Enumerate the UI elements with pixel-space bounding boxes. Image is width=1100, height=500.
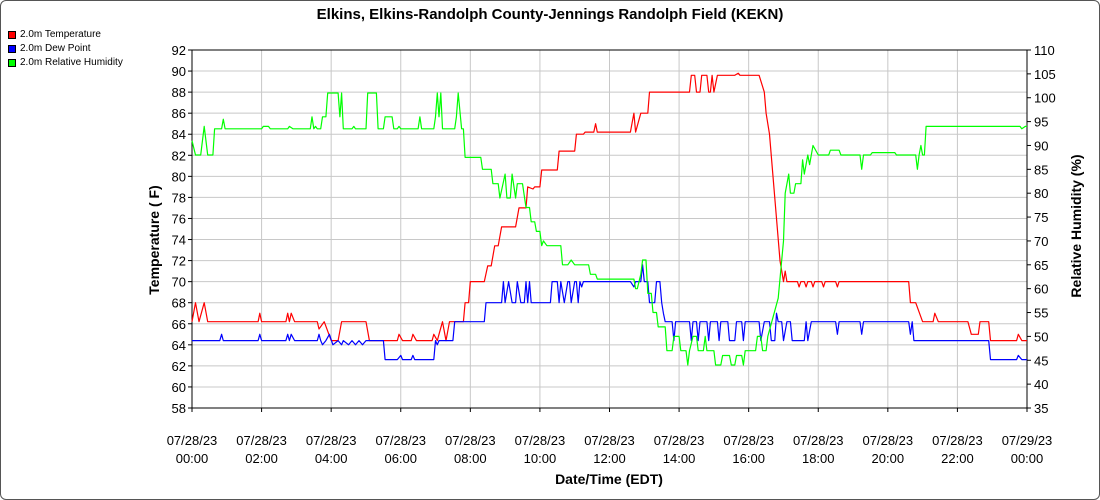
- x-tick-label-date: 07/28/23: [793, 433, 844, 448]
- y-tick-label-left: 76: [172, 211, 186, 226]
- y-tick-label-left: 58: [172, 401, 186, 416]
- x-tick-label-time: 22:00: [941, 451, 974, 466]
- y-tick-label-left: 80: [172, 169, 186, 184]
- x-tick-label-time: 14:00: [663, 451, 696, 466]
- y-axis-label-right: Relative Humidity (%): [1068, 154, 1084, 297]
- series-layer: [191, 72, 1027, 366]
- chart-title: Elkins, Elkins-Randolph County-Jennings …: [317, 6, 784, 23]
- y-tick-label-left: 64: [172, 338, 186, 353]
- y-tick-label-left: 72: [172, 254, 186, 269]
- y-tick-label-left: 92: [172, 43, 186, 58]
- x-tick-label-date: 07/28/23: [236, 433, 287, 448]
- y-tick-label-left: 60: [172, 380, 186, 395]
- x-tick-label-date: 07/28/23: [306, 433, 357, 448]
- right-axis: 35 40 45 50 55 60 65 70 75 80 85 90 95 100 105 110: [1027, 43, 1056, 416]
- legend-label-relative-humidity: 2.0m Relative Humidity: [20, 57, 123, 68]
- legend-swatch-relative-humidity: [8, 59, 16, 67]
- x-tick-label-date: 07/28/23: [654, 433, 705, 448]
- x-tick-label-date: 07/28/23: [863, 433, 914, 448]
- legend-swatch-dew-point: [8, 45, 16, 53]
- y-tick-label-left: 74: [172, 233, 186, 248]
- chart-grid: [191, 49, 1028, 409]
- dew-point-line: [192, 264, 1027, 361]
- y-tick-label-left: 66: [172, 317, 186, 332]
- x-tick-label-time: 10:00: [524, 451, 557, 466]
- legend-label-dew-point: 2.0m Dew Point: [20, 43, 91, 54]
- y-tick-label-right: 100: [1034, 91, 1056, 106]
- x-tick-label-date: 07/28/23: [723, 433, 774, 448]
- legend-label-temperature: 2.0m Temperature: [20, 29, 101, 40]
- x-tick-label-time: 12:00: [593, 451, 626, 466]
- y-tick-label-left: 78: [172, 190, 186, 205]
- y-tick-label-right: 45: [1034, 353, 1048, 368]
- legend: 2.0m Temperature 2.0m Dew Point 2.0m Rel…: [8, 28, 123, 70]
- y-tick-label-left: 86: [172, 106, 186, 121]
- legend-item-relative-humidity: 2.0m Relative Humidity: [8, 56, 123, 70]
- y-tick-label-right: 55: [1034, 306, 1048, 321]
- y-tick-label-right: 65: [1034, 258, 1048, 273]
- x-tick-label-time: 16:00: [732, 451, 765, 466]
- left-axis: 58 60 62 64 66 68 70 72 74 76 78 80 82 84 86 88 90 92: [172, 43, 192, 416]
- y-tick-label-right: 110: [1034, 43, 1055, 58]
- x-tick-label-date: 07/28/23: [167, 433, 218, 448]
- y-tick-label-right: 105: [1034, 67, 1056, 82]
- y-tick-label-right: 70: [1034, 234, 1048, 249]
- y-tick-label-right: 90: [1034, 138, 1048, 153]
- x-tick-label-time: 06:00: [384, 451, 417, 466]
- x-tick-label-time: 04:00: [315, 451, 348, 466]
- y-tick-label-left: 84: [172, 127, 186, 142]
- bottom-axis: 07/28/23 00:00 07/28/23 02:00 07/28/23 04:00 0…: [167, 408, 1053, 466]
- relative-humidity-line: [191, 92, 1027, 366]
- x-tick-label-time: 02:00: [245, 451, 278, 466]
- y-axis-label-left: Temperature ( F): [146, 185, 162, 294]
- y-tick-label-left: 70: [172, 275, 186, 290]
- legend-item-temperature: 2.0m Temperature: [8, 28, 123, 42]
- legend-swatch-temperature: [8, 31, 16, 39]
- x-tick-label-date: 07/29/23: [1002, 433, 1053, 448]
- y-tick-label-left: 68: [172, 296, 186, 311]
- y-tick-label-right: 50: [1034, 329, 1048, 344]
- y-tick-label-right: 35: [1034, 401, 1048, 416]
- x-tick-label-date: 07/28/23: [584, 433, 635, 448]
- x-tick-label-time: 20:00: [872, 451, 905, 466]
- x-tick-label-date: 07/28/23: [515, 433, 566, 448]
- y-tick-label-right: 80: [1034, 186, 1048, 201]
- y-tick-label-left: 90: [172, 64, 186, 79]
- y-tick-label-left: 88: [172, 85, 186, 100]
- x-tick-label-time: 18:00: [802, 451, 835, 466]
- y-tick-label-left: 82: [172, 148, 186, 163]
- x-tick-label-time: 08:00: [454, 451, 487, 466]
- y-tick-label-right: 40: [1034, 377, 1048, 392]
- legend-item-dew-point: 2.0m Dew Point: [8, 42, 123, 56]
- y-tick-label-left: 62: [172, 359, 186, 374]
- temperature-line: [191, 72, 1027, 342]
- x-tick-label-date: 07/28/23: [445, 433, 496, 448]
- x-tick-label-date: 07/28/23: [375, 433, 426, 448]
- x-axis-label: Date/Time (EDT): [555, 471, 663, 487]
- x-tick-label-date: 07/28/23: [932, 433, 983, 448]
- x-tick-label-time: 00:00: [1011, 451, 1044, 466]
- y-tick-label-right: 85: [1034, 162, 1048, 177]
- y-tick-label-right: 95: [1034, 115, 1048, 130]
- y-tick-label-right: 75: [1034, 210, 1048, 225]
- x-tick-label-time: 00:00: [176, 451, 209, 466]
- y-tick-label-right: 60: [1034, 282, 1048, 297]
